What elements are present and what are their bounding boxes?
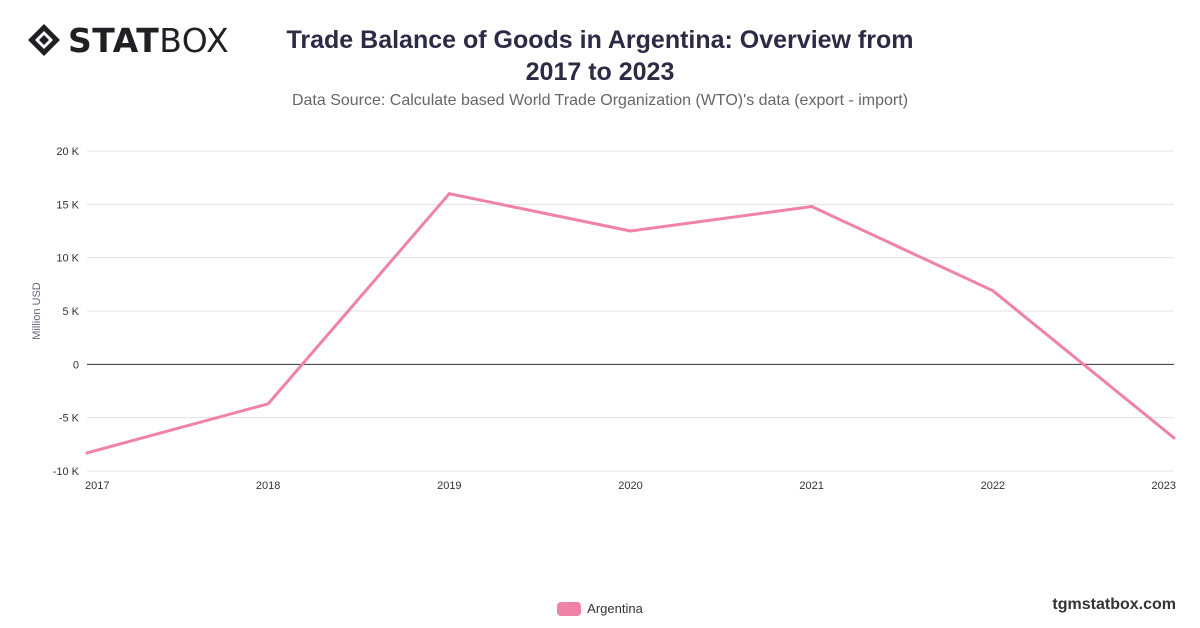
logo-wordmark: STATBOX [68,24,229,57]
y-axis-ticks: 20 K 15 K 10 K 5 K 0 -5 K -10 K [53,146,80,478]
y-tick-label: 10 K [56,253,79,265]
series-lines [85,192,1176,455]
watermark: tgmstatbox.com [1052,596,1176,613]
series-line-argentina[interactable] [85,192,1176,455]
data-point[interactable] [1172,436,1176,440]
x-tick-label: 2021 [799,480,823,492]
data-point[interactable] [991,289,995,293]
data-point[interactable] [629,229,632,233]
y-tick-label: 5 K [62,306,79,318]
y-tick-label: 15 K [56,199,79,211]
chart-title: Trade Balance of Goods in Argentina: Ove… [250,24,950,88]
line-chart: 20 K15 K10 K5 K0-5 K-10 K 2017 2018 2019 20… [31,146,1176,492]
logo-text-light: BOX [159,20,230,60]
diamond-logo-icon [28,24,60,56]
logo-text-bold: STAT [68,20,160,60]
y-axis-label: Million USD [31,282,43,340]
y-tick-label: -5 K [59,413,80,425]
x-tick-label: 2019 [437,480,461,492]
y-tick-label: -10 K [53,466,80,478]
data-point[interactable] [447,192,451,196]
y-tick-label: 20 K [56,146,79,158]
legend-swatch-argentina[interactable] [557,601,582,616]
data-point[interactable] [810,204,814,208]
grid-lines [87,150,1174,472]
x-tick-label: 2017 [85,480,109,492]
chart-subtitle: Data Source: Calculate based World Trade… [291,92,909,109]
statbox-logo: STATBOX [26,20,229,60]
legend-label-argentina[interactable]: Argentina [587,601,643,616]
x-tick-label: 2022 [981,480,1005,492]
x-tick-label: 2023 [1152,480,1176,492]
data-point[interactable] [85,451,89,455]
x-axis-ticks: 2017 2018 2019 2020 2021 2022 2023 [85,480,1176,492]
legend: Argentina [0,601,1200,616]
chart-title-line2: 2017 to 2023 [525,58,675,86]
data-point[interactable] [266,402,270,406]
y-tick-label: 0 [73,359,79,371]
x-tick-label: 2020 [618,480,642,492]
x-tick-label: 2018 [256,480,280,492]
chart-title-line1: Trade Balance of Goods in Argentina: Ove… [286,26,914,54]
